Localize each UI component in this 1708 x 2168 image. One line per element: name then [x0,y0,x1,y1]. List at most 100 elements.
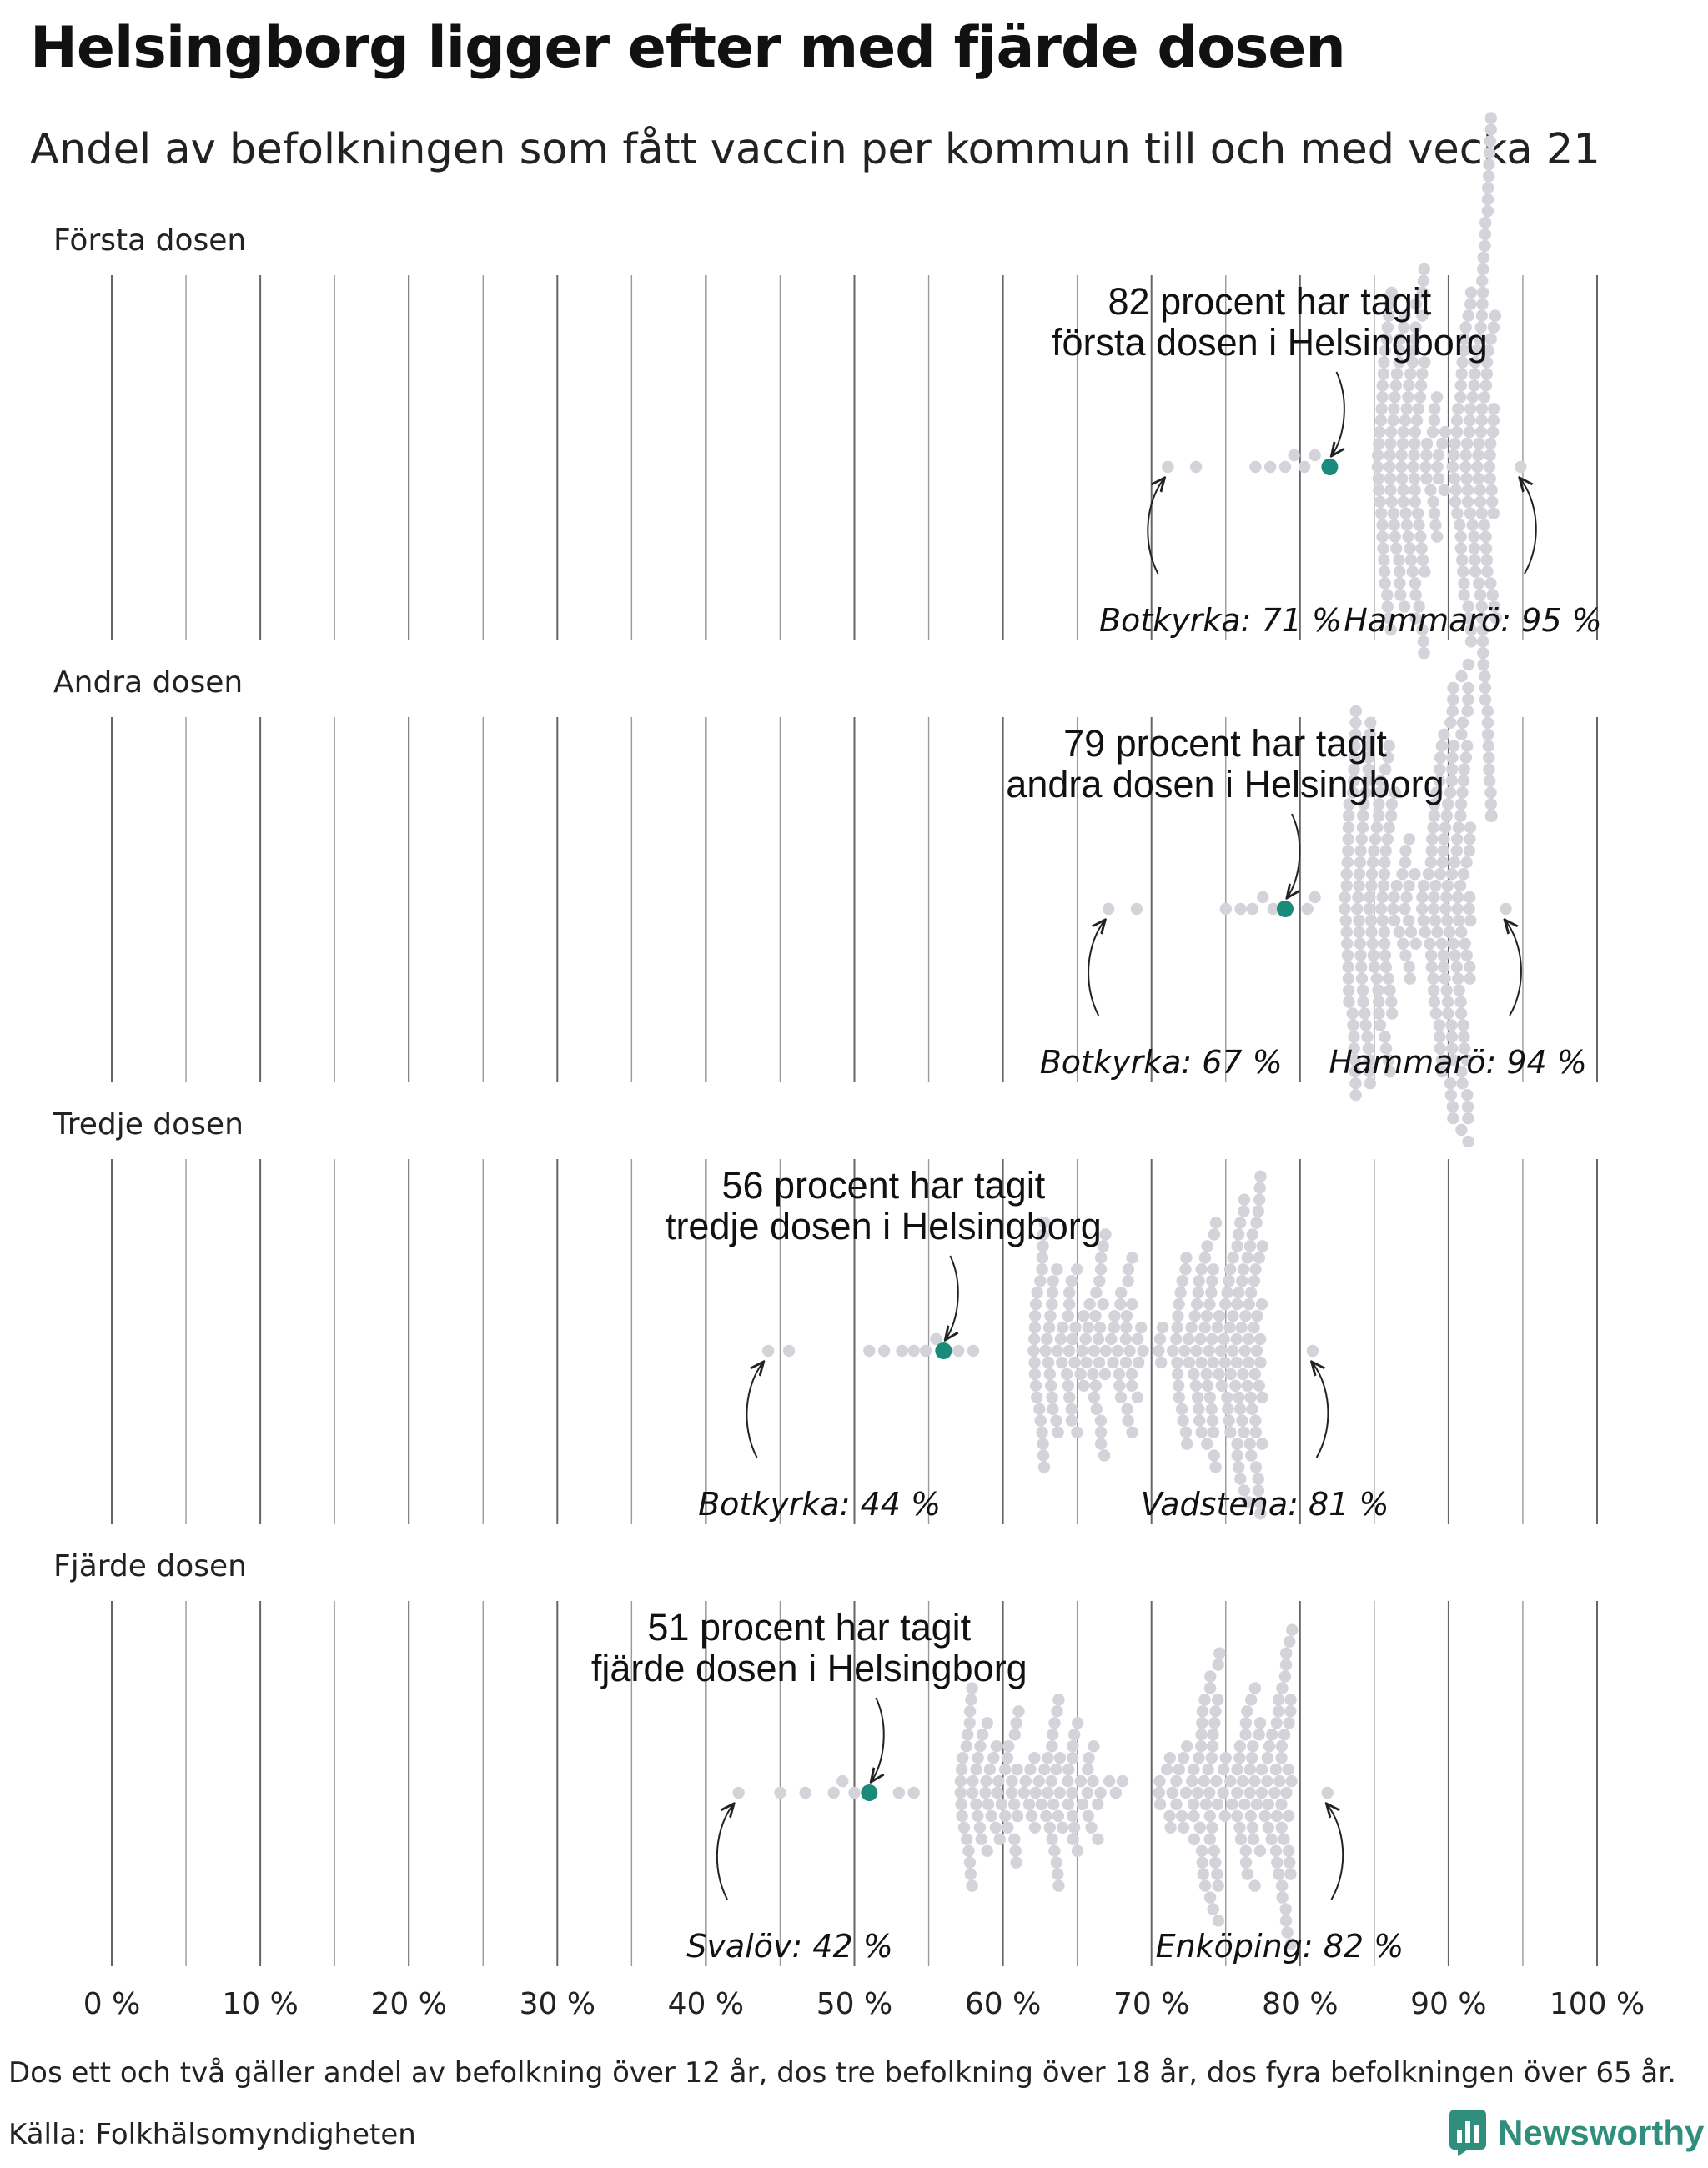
municipality-dot [1480,554,1494,566]
municipality-dot [1256,1391,1268,1404]
municipality-dot [1482,740,1494,752]
municipality-dot [1046,1287,1059,1299]
municipality-dot [1397,425,1410,439]
municipality-dot [1230,1356,1243,1369]
municipality-dot [970,1798,982,1811]
municipality-dot [1042,1786,1054,1799]
municipality-dot [1353,868,1366,881]
municipality-dot [1078,1379,1090,1393]
municipality-dot [1219,1752,1232,1764]
municipality-dot [1063,1298,1076,1311]
municipality-dot [1094,1252,1108,1264]
municipality-dot [1464,403,1477,415]
municipality-dot [1346,1007,1359,1020]
min-arrow [1088,920,1105,1016]
municipality-dot [1082,1763,1094,1776]
municipality-dot [1480,356,1494,369]
municipality-dot [848,1786,861,1799]
municipality-dot [1355,833,1368,846]
municipality-dot [1354,845,1367,857]
municipality-dot [1403,379,1415,392]
municipality-dot [1393,554,1405,566]
municipality-dot [1053,1752,1067,1764]
municipality-dot [1458,577,1470,590]
municipality-dot [1052,1694,1065,1706]
municipality-dot [1450,425,1464,439]
municipality-dot [955,1798,967,1811]
municipality-dot [1051,1263,1063,1276]
municipality-dot [1406,356,1419,369]
municipality-dot [1378,868,1391,881]
highlight-arrow [1331,371,1345,456]
municipality-dot [1373,996,1385,1008]
municipality-dot [1489,612,1503,625]
municipality-dot [1071,1263,1083,1276]
municipality-dot [1206,1414,1219,1427]
municipality-dot [1122,1263,1135,1276]
municipality-dot [1275,1740,1289,1753]
municipality-dot [1394,344,1406,357]
municipality-dot [1478,391,1491,404]
municipality-dot [1387,507,1400,519]
municipality-dot [1120,1310,1133,1322]
municipality-dot [1403,833,1416,846]
municipality-dot [1163,1752,1177,1764]
municipality-dot [1479,670,1491,683]
municipality-dot [1374,425,1386,439]
municipality-dot [1189,1379,1203,1393]
municipality-dot [1341,856,1354,869]
municipality-dot [1464,833,1476,846]
municipality-dot [1279,1903,1292,1915]
municipality-dot [1469,356,1482,369]
municipality-dot [1031,1287,1043,1299]
municipality-dot [1455,670,1468,683]
municipality-dot [1218,1763,1230,1776]
municipality-dot [1153,1786,1166,1799]
municipality-dot [1366,856,1379,869]
highlight-label-line1: 51 procent har tagit [647,1606,971,1649]
municipality-dot [973,1821,987,1834]
municipality-dot [1210,1774,1223,1788]
municipality-dot [1153,1798,1167,1811]
municipality-dot [1374,902,1388,916]
municipality-dot [1211,1798,1224,1811]
municipality-dot [1024,1763,1037,1776]
municipality-dot [1192,1287,1205,1299]
municipality-dot [1233,1403,1247,1416]
municipality-dot [1477,251,1489,264]
municipality-dot [1219,902,1233,916]
municipality-dot [1459,460,1472,474]
municipality-dot [1094,1414,1108,1427]
municipality-dot [1373,437,1385,450]
municipality-dot [1431,926,1444,939]
municipality-dot [1428,798,1441,810]
municipality-dot [1458,1042,1471,1055]
municipality-dot [1241,1705,1253,1718]
municipality-dot [1399,507,1412,519]
municipality-dot [1081,1786,1094,1799]
municipality-dot [1361,1031,1374,1043]
municipality-dot [1468,530,1480,543]
municipality-dot [1196,1717,1208,1729]
municipality-dot [1248,1368,1262,1381]
municipality-dot [1427,821,1439,834]
municipality-dot [1479,228,1492,241]
municipality-dot [1369,833,1382,846]
municipality-dot [998,1763,1012,1776]
municipality-dot [1195,1263,1208,1276]
highlight-label-line1: 56 procent har tagit [721,1164,1045,1207]
municipality-dot [1252,1205,1265,1217]
municipality-dot [1298,460,1311,474]
municipality-dot [1394,577,1406,590]
municipality-dot [1191,1298,1203,1311]
municipality-dot [1464,414,1476,427]
municipality-dot [1071,1844,1084,1857]
municipality-dot [1488,600,1501,613]
municipality-dot [989,1821,1002,1834]
municipality-dot [1162,460,1174,474]
municipality-dot [1404,542,1416,555]
municipality-dot [1193,1752,1205,1764]
municipality-dot [1342,821,1355,834]
municipality-dot [1399,856,1412,869]
